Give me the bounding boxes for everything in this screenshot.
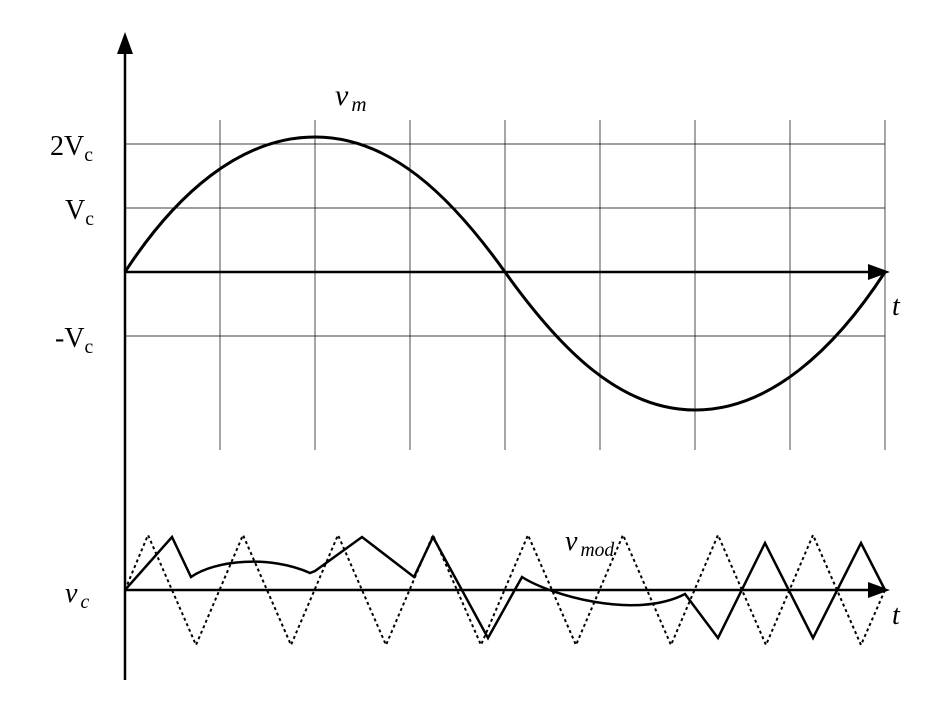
label-vm: vm (335, 79, 367, 116)
label-2vc: 2Vc (50, 131, 93, 166)
label-vmod: vmod (565, 526, 614, 561)
bottom-x-axis (125, 582, 890, 598)
label-vc-bottom: vc (65, 578, 89, 613)
label-t-top: t (892, 291, 901, 322)
label-neg-vc: -Vc (55, 323, 94, 358)
label-vc: Vc (65, 195, 94, 230)
top-grid (125, 120, 885, 450)
waveform-diagram: 2Vc Vc -Vc vm t vmod vc t (20, 20, 929, 695)
label-t-bottom: t (892, 600, 901, 631)
